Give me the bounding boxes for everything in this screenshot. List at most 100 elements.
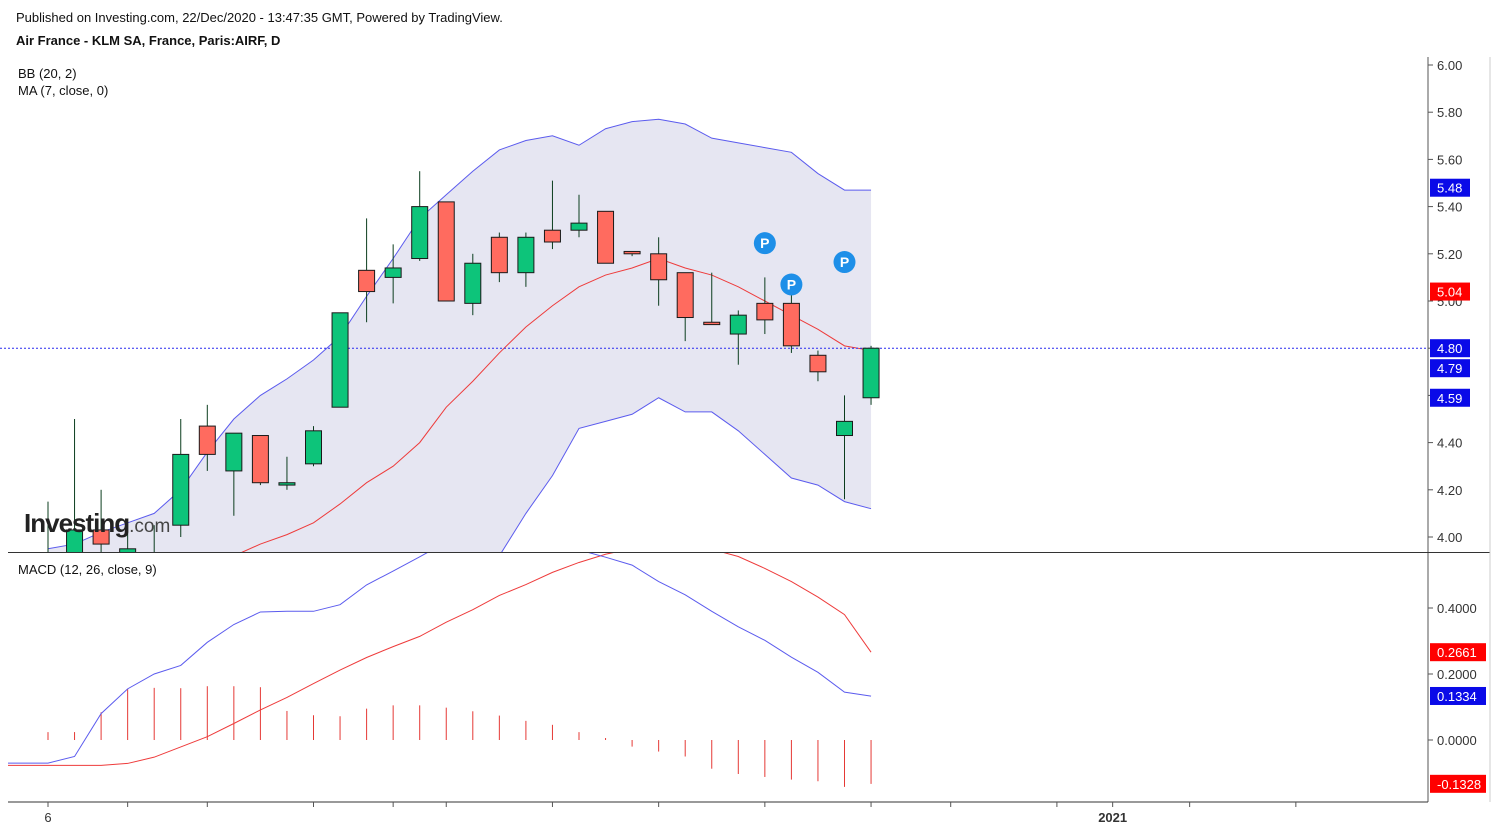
candle-body [358, 269, 376, 293]
investing-logo: Investing.com [24, 508, 170, 539]
candle-body [198, 425, 216, 455]
logo-word: Investing [24, 508, 130, 538]
macd-tick-label: 0.2000 [1437, 667, 1477, 682]
candle[interactable] [490, 232, 508, 283]
candle[interactable] [437, 201, 455, 302]
price-pane[interactable]: P P P [0, 118, 1428, 714]
candle[interactable] [251, 435, 269, 486]
candle-body [517, 236, 535, 274]
p-marker-circle [833, 251, 856, 274]
p-marker-icon[interactable]: P [780, 273, 803, 296]
candle-body [809, 354, 827, 373]
candle[interactable] [729, 310, 747, 365]
price-tick-label: 5.20 [1437, 247, 1462, 262]
candle[interactable] [66, 419, 84, 572]
value-label-bg [1430, 388, 1470, 407]
value-label-text: -0.1328 [1437, 777, 1481, 792]
value-label-text: 4.59 [1437, 391, 1462, 406]
macd-line [8, 553, 872, 764]
candle[interactable] [198, 404, 216, 471]
candle[interactable] [570, 194, 588, 238]
candle-body [92, 529, 110, 545]
p-marker-label: P [760, 235, 769, 251]
candle-body [172, 453, 190, 526]
price-tick-label: 6.00 [1437, 58, 1462, 73]
candle[interactable] [809, 350, 827, 382]
candle[interactable] [358, 218, 376, 323]
candle[interactable] [464, 253, 482, 316]
published-note: Published on Investing.com, 22/Dec/2020 … [16, 10, 503, 25]
value-label-bg [1430, 774, 1486, 793]
indicator-title: BB (20, 2) [18, 66, 77, 81]
value-label: 0.2661 [1430, 643, 1486, 662]
p-marker-label: P [840, 254, 849, 270]
candle[interactable] [543, 180, 561, 250]
value-label: 4.80 [1430, 339, 1470, 358]
value-label: 5.04 [1430, 282, 1470, 301]
candle-body [597, 210, 615, 264]
candle-body [119, 548, 137, 552]
value-label: 4.59 [1430, 388, 1470, 407]
candle-body [623, 250, 641, 255]
candle[interactable] [172, 419, 190, 537]
value-label: -0.1328 [1430, 774, 1486, 793]
price-tick-label: 4.00 [1437, 530, 1462, 545]
candle[interactable] [676, 272, 694, 342]
logo-suffix: .com [129, 516, 171, 537]
candle-body [225, 432, 243, 472]
candle[interactable] [756, 277, 774, 335]
candle-body [66, 529, 84, 552]
candle[interactable] [305, 426, 322, 467]
p-marker-icon[interactable]: P [833, 251, 856, 274]
candle[interactable] [331, 312, 349, 408]
candle[interactable] [597, 210, 615, 264]
candle-body [782, 302, 800, 347]
bb-lower-line [501, 397, 872, 552]
p-marker-icon[interactable]: P [753, 232, 776, 255]
candle-body [490, 236, 508, 274]
candle[interactable] [411, 171, 429, 261]
bb-band-fill [48, 119, 872, 552]
price-tick-label: 4.20 [1437, 483, 1462, 498]
price-tick-label: 5.60 [1437, 152, 1462, 167]
candle[interactable] [836, 395, 853, 500]
value-label-text: 0.2661 [1437, 645, 1477, 660]
candle[interactable] [862, 345, 880, 405]
candle[interactable] [119, 520, 137, 607]
macd-tick-label: 0.0000 [1437, 733, 1477, 748]
macd-title: MACD (12, 26, close, 9) [18, 562, 157, 577]
candle[interactable] [40, 501, 56, 679]
value-label-bg [1430, 359, 1470, 378]
candle[interactable] [384, 244, 402, 304]
x-tick-label: 6 [44, 810, 51, 825]
candle-body [543, 229, 561, 243]
candle[interactable] [703, 272, 721, 326]
value-label-text: 4.80 [1437, 341, 1462, 356]
candle-body [305, 430, 322, 465]
macd-pane[interactable] [8, 542, 872, 787]
bb-middle-line [241, 257, 872, 552]
value-label-bg [1430, 339, 1470, 358]
price-tick-label: 5.40 [1437, 200, 1462, 215]
value-label-text: 4.79 [1437, 361, 1462, 376]
candle[interactable] [650, 237, 668, 306]
value-label-bg [1430, 686, 1486, 705]
candle[interactable] [782, 293, 800, 353]
value-label-bg [1430, 282, 1470, 301]
macd-tick-label: 0.4000 [1437, 601, 1477, 616]
candle-body [756, 302, 774, 321]
candle[interactable] [278, 456, 296, 490]
candle[interactable] [92, 489, 110, 554]
candle-body [836, 420, 853, 437]
p-marker-circle [753, 232, 776, 255]
candle-body [251, 435, 269, 484]
candle-body [862, 347, 880, 399]
candle[interactable] [623, 250, 641, 257]
candle[interactable] [517, 232, 535, 287]
value-label-text: 0.1334 [1437, 689, 1477, 704]
p-marker-label: P [787, 276, 796, 292]
candle-body [278, 482, 296, 486]
candle[interactable] [225, 432, 243, 516]
candle[interactable] [146, 525, 162, 584]
